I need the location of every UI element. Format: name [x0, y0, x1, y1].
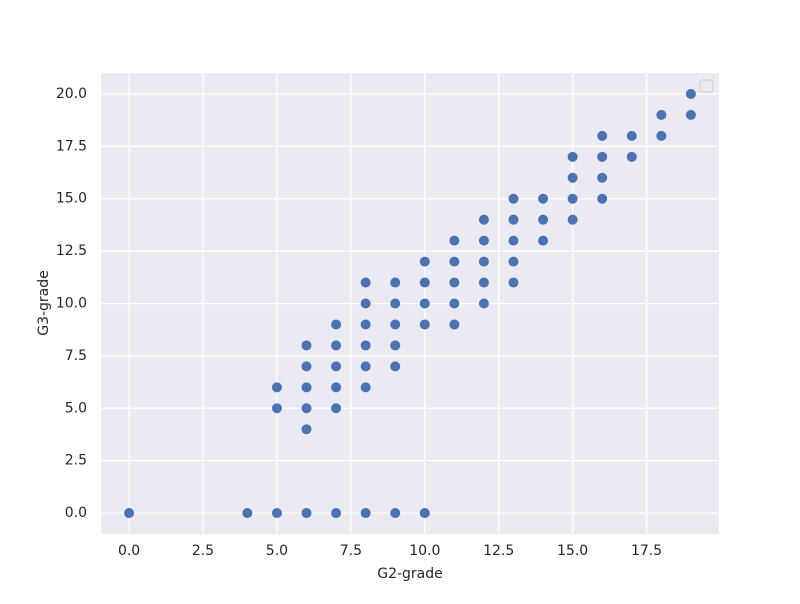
- point: [360, 508, 371, 519]
- point: [449, 277, 460, 288]
- point: [685, 109, 696, 120]
- x-tick-label: 10.0: [409, 543, 440, 559]
- point: [360, 340, 371, 351]
- point: [419, 298, 430, 309]
- point: [478, 214, 489, 225]
- point: [331, 508, 342, 519]
- point: [597, 151, 608, 162]
- point: [360, 382, 371, 393]
- point: [567, 193, 578, 204]
- point: [301, 508, 312, 519]
- point: [567, 151, 578, 162]
- point: [331, 319, 342, 330]
- point: [478, 298, 489, 309]
- point: [242, 508, 253, 519]
- point: [271, 382, 282, 393]
- point: [508, 256, 519, 267]
- point: [331, 361, 342, 372]
- x-tick-label: 15.0: [557, 543, 588, 559]
- y-tick-label: 2.5: [65, 453, 87, 469]
- point: [449, 298, 460, 309]
- point: [478, 256, 489, 267]
- x-tick-label: 17.5: [631, 543, 662, 559]
- y-tick-label: 15.0: [56, 191, 87, 207]
- point: [301, 424, 312, 435]
- point: [419, 277, 430, 288]
- point: [419, 319, 430, 330]
- point: [656, 109, 667, 120]
- point: [508, 235, 519, 246]
- x-tick-label: 7.5: [340, 543, 362, 559]
- point: [449, 319, 460, 330]
- point: [301, 340, 312, 351]
- y-tick-label: 10.0: [56, 296, 87, 312]
- y-tick-label: 0.0: [65, 505, 87, 521]
- point: [597, 172, 608, 183]
- point: [508, 277, 519, 288]
- point: [685, 88, 696, 99]
- y-tick-label: 20.0: [56, 86, 87, 102]
- point: [597, 193, 608, 204]
- point: [301, 403, 312, 414]
- x-tick-label: 12.5: [483, 543, 514, 559]
- point: [301, 382, 312, 393]
- y-tick-label: 5.0: [65, 400, 87, 416]
- x-tick-label: 2.5: [192, 543, 214, 559]
- y-tick-label: 17.5: [56, 138, 87, 154]
- point: [478, 277, 489, 288]
- point: [567, 172, 578, 183]
- point: [508, 193, 519, 204]
- point: [331, 403, 342, 414]
- point: [390, 340, 401, 351]
- point: [360, 277, 371, 288]
- x-axis-label: G2-grade: [377, 566, 443, 582]
- point: [538, 214, 549, 225]
- point: [390, 319, 401, 330]
- point: [360, 319, 371, 330]
- point: [360, 361, 371, 372]
- point: [597, 130, 608, 141]
- point: [271, 508, 282, 519]
- point: [419, 256, 430, 267]
- y-axis-label: G3-grade: [36, 270, 52, 336]
- point: [271, 403, 282, 414]
- point: [331, 340, 342, 351]
- point: [626, 130, 637, 141]
- point: [390, 508, 401, 519]
- point: [656, 130, 667, 141]
- point: [449, 235, 460, 246]
- y-tick-label: 7.5: [65, 348, 87, 364]
- point: [478, 235, 489, 246]
- point: [124, 508, 135, 519]
- point: [390, 361, 401, 372]
- x-tick-label: 0.0: [118, 543, 140, 559]
- x-tick-label: 5.0: [266, 543, 288, 559]
- legend: [699, 79, 714, 93]
- point: [567, 214, 578, 225]
- point: [331, 382, 342, 393]
- point: [419, 508, 430, 519]
- point: [538, 235, 549, 246]
- point: [301, 361, 312, 372]
- point: [626, 151, 637, 162]
- point: [508, 214, 519, 225]
- point: [360, 298, 371, 309]
- point: [538, 193, 549, 204]
- y-tick-label: 12.5: [56, 243, 87, 259]
- point: [390, 277, 401, 288]
- point: [390, 298, 401, 309]
- point: [449, 256, 460, 267]
